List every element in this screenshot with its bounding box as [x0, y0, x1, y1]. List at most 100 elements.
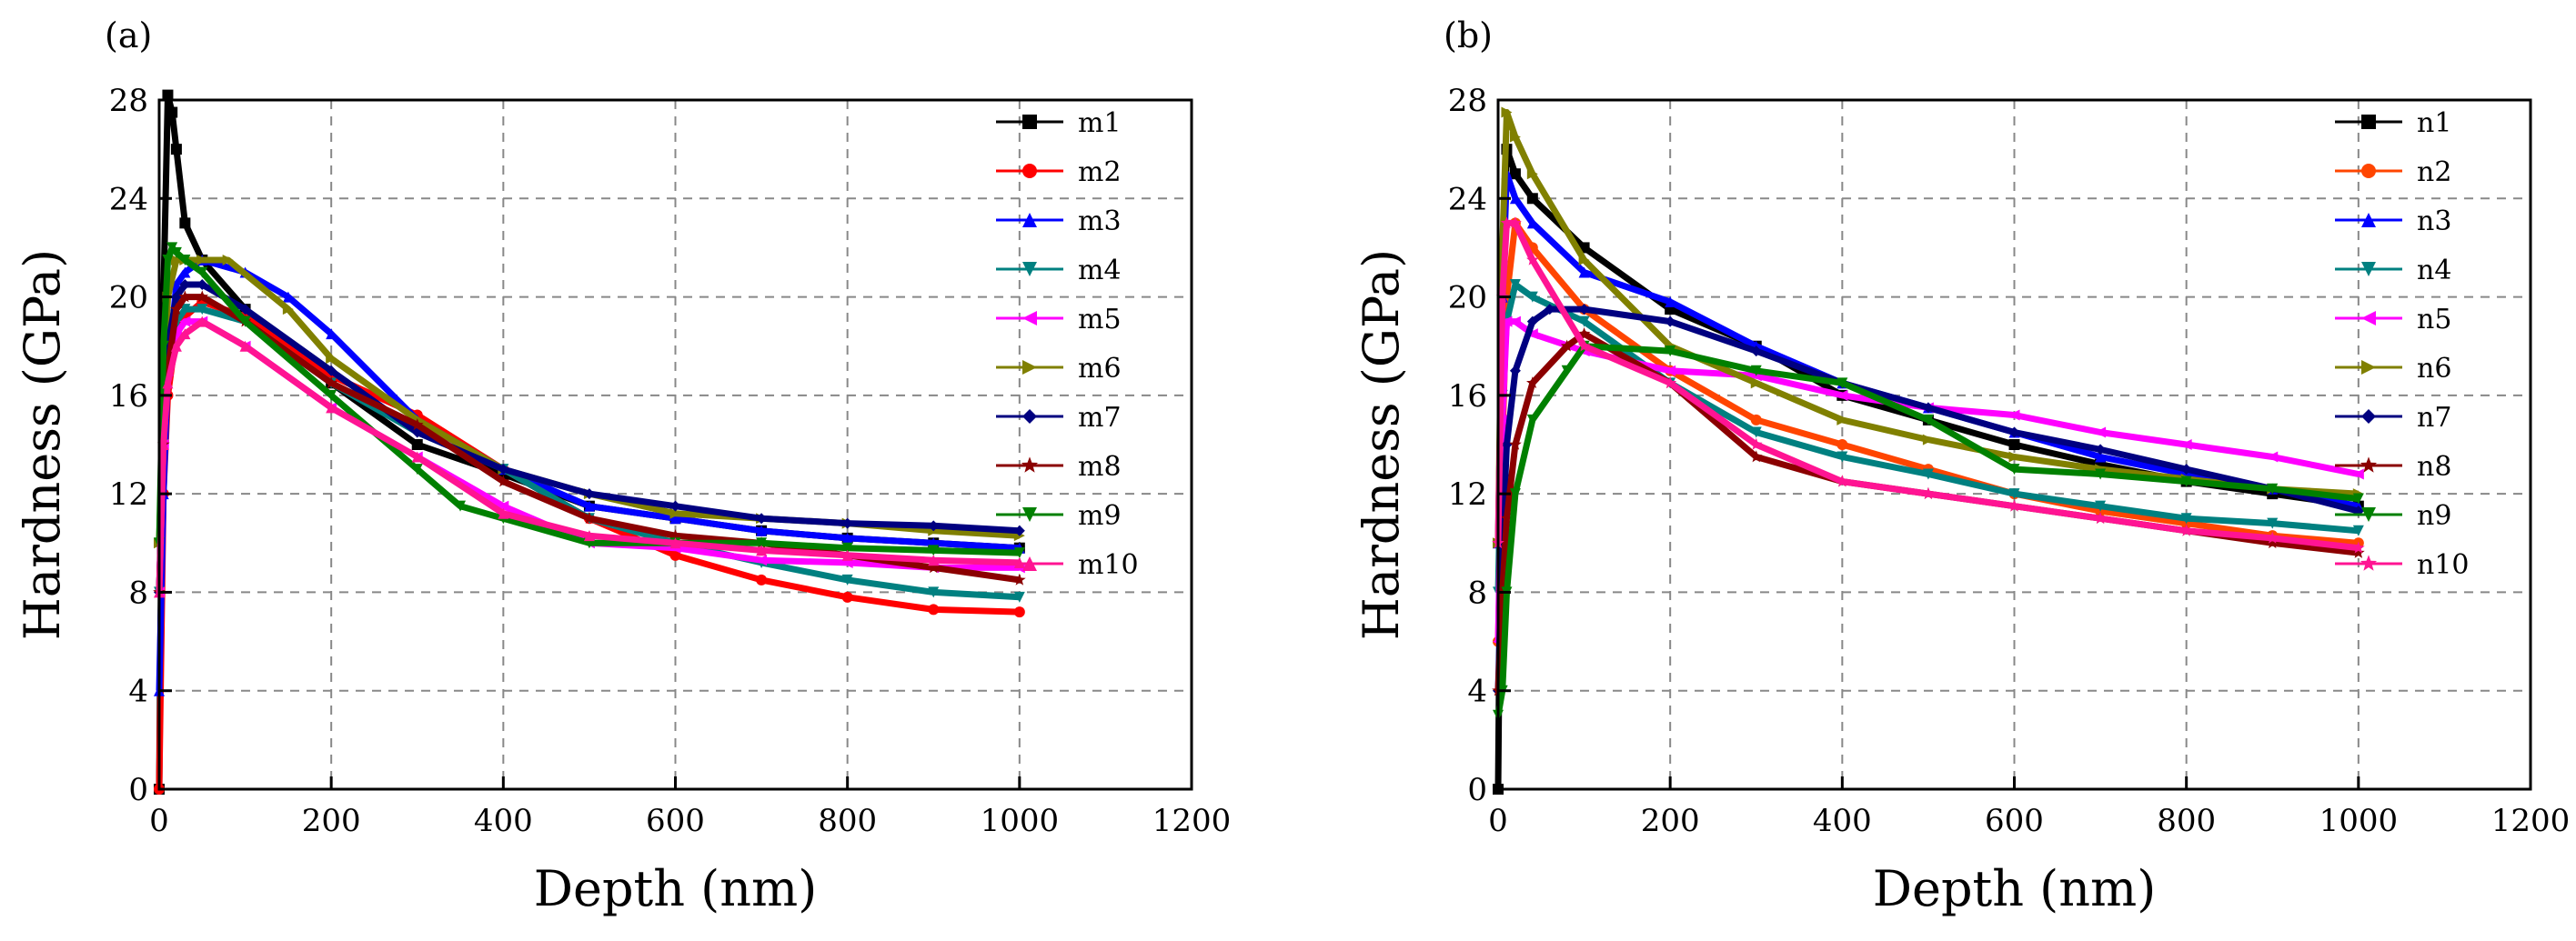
- data-point-m7: [841, 517, 853, 529]
- data-point-n3: [2095, 451, 2107, 463]
- data-point-n9: [1561, 365, 1573, 376]
- data-point-n9: [2008, 464, 2020, 476]
- data-point-n2: [1836, 439, 1848, 450]
- data-point-m4: [179, 304, 191, 315]
- data-point-m9: [756, 537, 768, 549]
- data-point-m9: [928, 545, 940, 556]
- data-point-n8: [1577, 327, 1591, 339]
- legend-marker-m6: [1022, 360, 1037, 375]
- data-point-m3: [841, 532, 853, 544]
- data-point-m2: [928, 604, 940, 616]
- data-point-m2: [841, 591, 853, 603]
- legend-label-m5: m5: [1078, 304, 1122, 335]
- legend-marker-n8: [2360, 456, 2378, 473]
- x-tick-label: 400: [474, 803, 533, 839]
- data-point-n9: [1665, 345, 1676, 357]
- data-point-m8: [170, 302, 183, 315]
- data-point-n3: [1665, 295, 1676, 307]
- legend-label-m9: m9: [1078, 500, 1122, 532]
- data-point-n4: [2008, 488, 2020, 500]
- y-tick-label: 24: [109, 181, 148, 217]
- data-point-m9: [326, 389, 337, 401]
- data-point-n10: [1500, 216, 1514, 229]
- data-point-n10: [1836, 475, 1849, 487]
- data-point-n7: [1526, 315, 1538, 327]
- y-tick-label: 20: [109, 280, 148, 316]
- data-point-n10: [2007, 499, 2021, 512]
- legend-label-n2: n2: [2417, 156, 2451, 188]
- data-point-n9: [2180, 476, 2192, 487]
- data-point-m5: [498, 500, 509, 512]
- data-point-m6: [282, 304, 294, 315]
- data-point-m9: [162, 254, 174, 265]
- data-point-n4: [1836, 451, 1848, 463]
- series-line-n8: [1494, 330, 2360, 691]
- data-point-n10: [1509, 216, 1522, 229]
- data-point-n5: [1526, 328, 1538, 340]
- data-point-n10: [1749, 437, 1763, 450]
- legend-label-n3: n3: [2417, 205, 2451, 237]
- y-tick-label: 12: [1448, 476, 1487, 513]
- data-point-m4: [196, 304, 208, 315]
- data-point-m8: [410, 418, 424, 431]
- y-tick-label: 4: [1467, 674, 1487, 710]
- data-point-m10: [196, 315, 208, 327]
- legend-marker-m3: [1022, 213, 1037, 227]
- data-point-n6: [1836, 414, 1848, 425]
- legend-label-n4: n4: [2417, 255, 2451, 286]
- data-point-m8: [669, 529, 682, 541]
- y-tick-label: 16: [109, 378, 148, 415]
- data-point-m8: [178, 290, 192, 303]
- data-point-m1: [170, 144, 182, 155]
- data-point-n8: [1526, 376, 1539, 389]
- data-point-n10: [2266, 531, 2279, 544]
- legend-marker-m10: [1022, 556, 1037, 571]
- data-point-n3: [1526, 217, 1538, 229]
- data-point-n5: [1509, 315, 1521, 327]
- legend-label-n8: n8: [2417, 451, 2451, 483]
- data-point-m7: [326, 365, 337, 376]
- data-point-m7: [756, 513, 768, 525]
- legend-label-m8: m8: [1078, 451, 1122, 483]
- data-point-n5: [2352, 468, 2364, 480]
- data-point-n4: [1922, 468, 1934, 480]
- data-point-m4: [1013, 591, 1025, 603]
- data-point-m10: [583, 530, 595, 542]
- data-point-n4: [1578, 315, 1590, 327]
- data-point-m10: [326, 402, 337, 414]
- x-axis-label: Depth (nm): [534, 860, 818, 917]
- data-point-n10: [1922, 486, 1935, 499]
- legend-marker-m8: [1021, 456, 1039, 473]
- y-tick-label: 16: [1448, 378, 1487, 415]
- legend-label-n9: n9: [2417, 500, 2451, 532]
- legend-marker-m1: [1022, 115, 1037, 129]
- y-tick-label: 4: [128, 674, 148, 710]
- data-point-m6: [196, 254, 208, 265]
- data-point-m3: [583, 500, 595, 512]
- data-point-m7: [498, 464, 509, 476]
- data-point-m5: [179, 315, 191, 327]
- series-line-n7: [1494, 305, 2360, 691]
- data-point-m8: [583, 512, 596, 524]
- data-point-n9: [1922, 414, 1934, 425]
- series-line-m8: [156, 294, 1021, 593]
- series-line-m10: [156, 318, 1020, 593]
- data-point-n8: [2352, 546, 2365, 558]
- data-point-n6: [1578, 254, 1590, 265]
- data-point-m9: [179, 254, 191, 265]
- data-point-m6: [326, 353, 337, 365]
- x-tick-label: 600: [646, 803, 705, 839]
- data-point-m10: [411, 451, 423, 463]
- data-point-m10: [841, 549, 853, 561]
- data-point-m10: [239, 340, 251, 352]
- legend-label-n1: n1: [2417, 107, 2451, 139]
- x-tick-label: 0: [149, 803, 169, 839]
- data-point-n9: [1836, 377, 1848, 389]
- legend-label-m2: m2: [1078, 156, 1122, 188]
- legend-marker-n9: [2361, 507, 2376, 522]
- y-tick-label: 0: [128, 772, 148, 808]
- legend-label-n6: n6: [2417, 353, 2451, 385]
- y-tick-label: 0: [1467, 772, 1487, 808]
- data-point-n6: [1750, 377, 1762, 389]
- chart-panel-a: 0 200 400 600 800 1000 1200 0 4 8 12 16 20 24 28 Depth …: [14, 15, 1231, 917]
